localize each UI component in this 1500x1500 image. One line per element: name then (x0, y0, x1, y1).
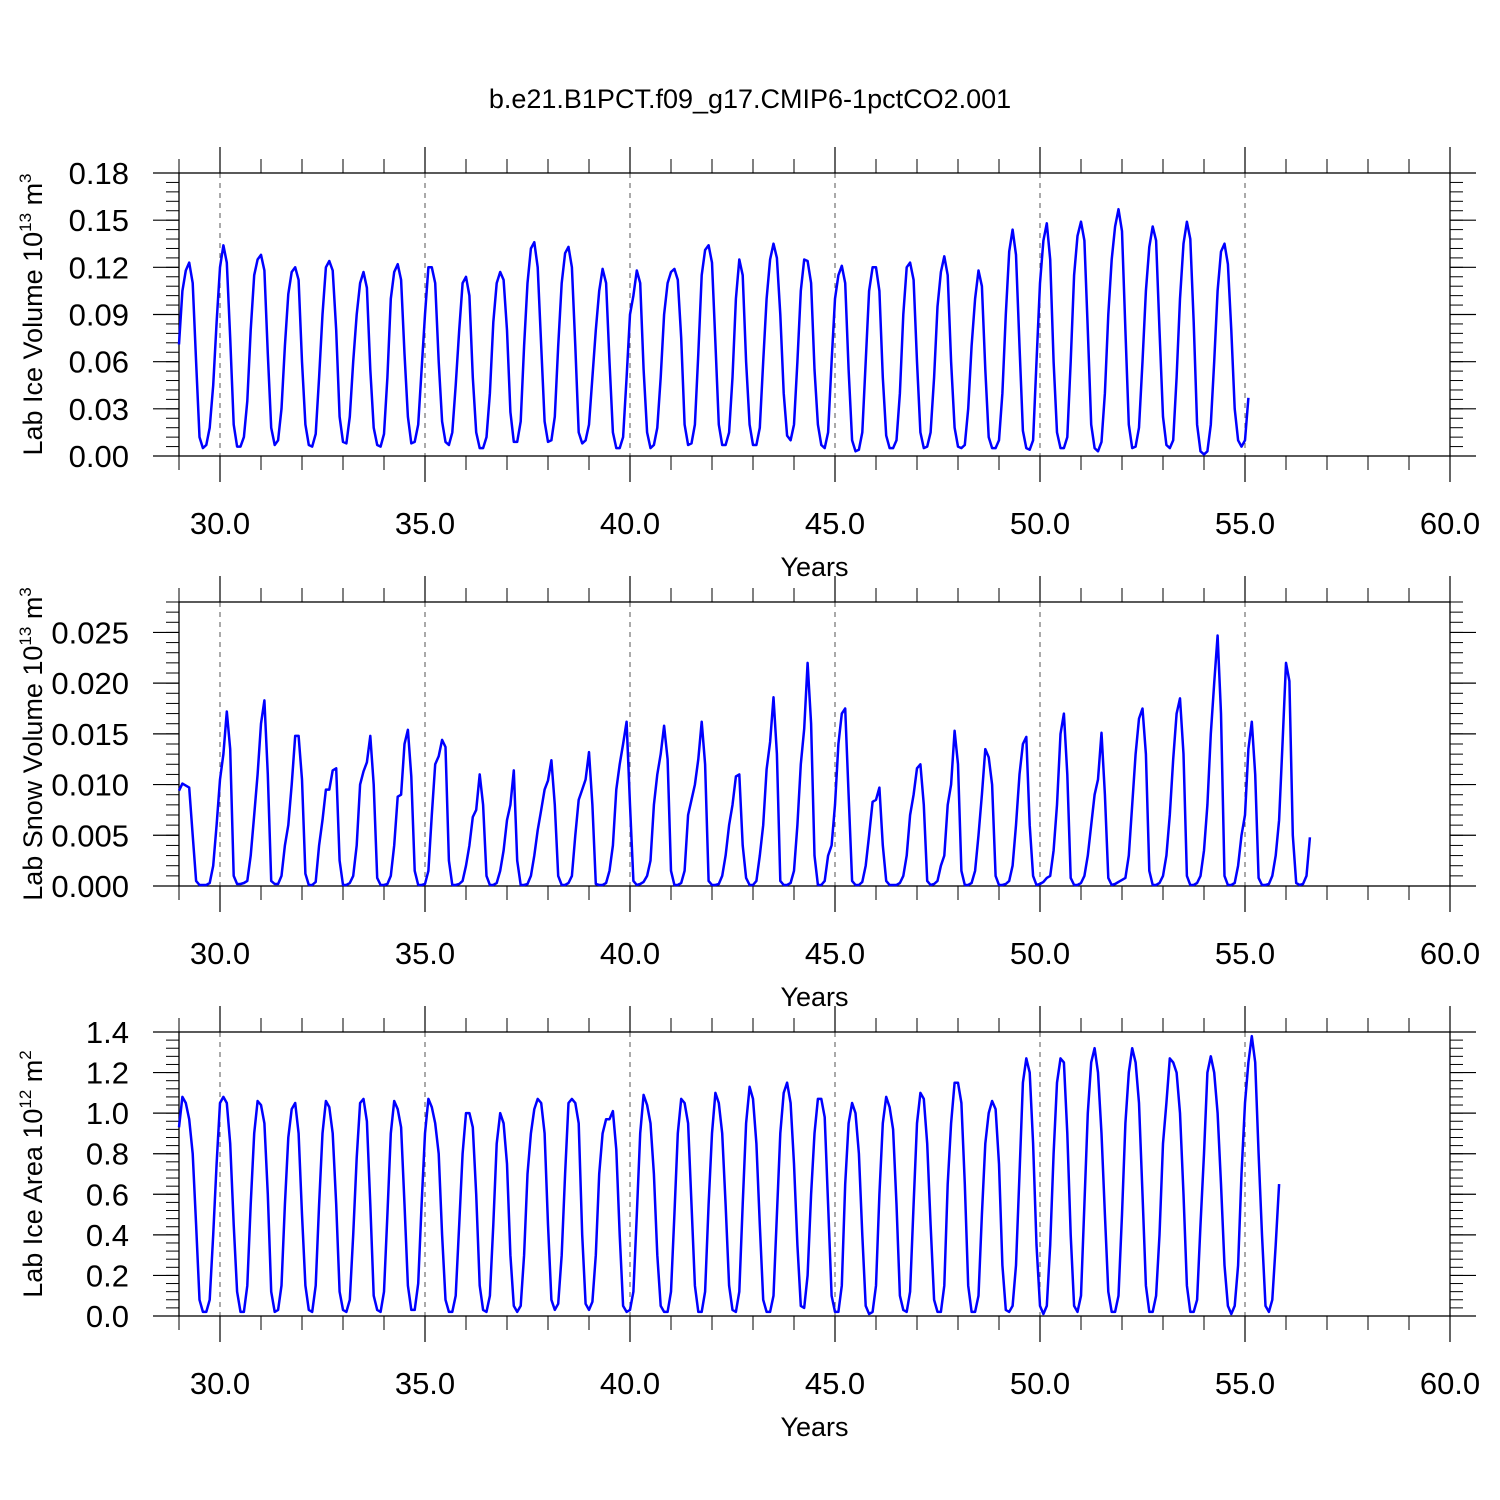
ice-area-y-label-unit: m (18, 1060, 48, 1090)
ice-volume-series-line (177, 207, 1250, 456)
ice-volume-ticks (153, 147, 1476, 482)
ice-area-x-tick-label: 50.0 (1010, 1366, 1070, 1401)
ice-area-x-tick-label: 30.0 (190, 1366, 250, 1401)
ice-area-grid (219, 1032, 1451, 1316)
snow-volume-x-tick-label: 40.0 (600, 936, 660, 971)
ice-area-x-tick-label: 60.0 (1420, 1366, 1480, 1401)
ice-volume-y-axis-label: Lab Ice Volume 1013 m3 (16, 173, 48, 455)
ice-volume-y-tick-label: 0.00 (69, 439, 129, 474)
ice-area-y-tick-label: 1.2 (86, 1056, 129, 1091)
snow-volume-y-tick-label: 0.005 (51, 818, 129, 853)
ice-volume-panel: 30.0 35.0 40.0 45.0 50.0 55.0 60.0 0.000.030.0… (16, 147, 1480, 582)
ice-volume-y-tick-label: 0.03 (69, 392, 129, 427)
snow-volume-y-label-text: Lab Snow Volume 10 (18, 646, 48, 901)
ice-area-y-label-text: Lab Ice Area 10 (18, 1109, 48, 1298)
snow-volume-y-tick-labels: 0.000 0.005 0.010 0.015 0.020 0.025 (51, 615, 129, 904)
ice-volume-x-tick-label: 45.0 (805, 506, 865, 541)
ice-volume-x-tick-label: 50.0 (1010, 506, 1070, 541)
snow-volume-x-tick-label: 35.0 (395, 936, 455, 971)
ice-volume-y-tick-label: 0.09 (69, 298, 129, 333)
ice-area-x-tick-label: 40.0 (600, 1366, 660, 1401)
snow-volume-y-tick-label: 0.000 (51, 869, 129, 904)
snow-volume-x-tick-labels: 30.0 35.0 40.0 45.0 50.0 55.0 60.0 (190, 936, 1480, 971)
ice-area-y-tick-label: 0.0 (86, 1299, 129, 1334)
ice-area-plot-frame (178, 1031, 1451, 1317)
snow-volume-x-tick-label: 45.0 (805, 936, 865, 971)
ice-volume-y-label-text: Lab Ice Volume 10 (18, 232, 48, 456)
ice-area-x-tick-label: 45.0 (805, 1366, 865, 1401)
snow-volume-y-tick-label: 0.010 (51, 768, 129, 803)
snow-volume-panel: 30.0 35.0 40.0 45.0 50.0 55.0 60.0 0.0000.0050… (16, 576, 1480, 1012)
ice-volume-y-tick-label: 0.12 (69, 250, 129, 285)
ice-area-ticks (153, 1006, 1476, 1342)
ice-area-x-axis-label: Years (780, 1412, 848, 1442)
snow-volume-ticks (153, 576, 1476, 912)
ice-area-x-tick-label: 35.0 (395, 1366, 455, 1401)
ice-volume-x-tick-label: 30.0 (190, 506, 250, 541)
snow-volume-y-tick-label: 0.015 (51, 717, 129, 752)
ice-volume-y-tick-label: 0.18 (69, 156, 129, 191)
ice-volume-x-tick-label: 35.0 (395, 506, 455, 541)
ice-area-y-tick-label: 0.2 (86, 1258, 129, 1293)
ice-area-x-tick-labels: 30.0 35.0 40.0 45.0 50.0 55.0 60.0 (190, 1366, 1480, 1401)
ice-volume-y-label-unit-exp: 3 (16, 173, 35, 182)
ice-area-y-tick-label: 1.4 (86, 1015, 129, 1050)
snow-volume-x-tick-label: 60.0 (1420, 936, 1480, 971)
ice-area-y-tick-labels: 0.0 0.2 0.4 0.6 0.8 1.0 1.2 1.4 (86, 1015, 129, 1334)
ice-volume-y-label-unit: m (18, 183, 48, 213)
snow-volume-y-label-exp: 13 (16, 627, 35, 646)
snow-volume-y-label-unit-exp: 3 (16, 587, 35, 596)
ice-area-y-label-unit-exp: 2 (16, 1050, 35, 1059)
ice-volume-x-tick-label: 55.0 (1215, 506, 1275, 541)
ice-volume-x-axis-label: Years (780, 552, 848, 582)
ice-volume-y-tick-label: 0.06 (69, 345, 129, 380)
snow-volume-x-tick-label: 50.0 (1010, 936, 1070, 971)
ice-volume-y-label-exp: 13 (16, 213, 35, 232)
snow-volume-x-tick-label: 30.0 (190, 936, 250, 971)
ice-area-x-tick-label: 55.0 (1215, 1366, 1275, 1401)
ice-volume-x-tick-label: 40.0 (600, 506, 660, 541)
ice-area-y-label-exp: 12 (16, 1090, 35, 1109)
ice-area-panel: 30.0 35.0 40.0 45.0 50.0 55.0 60.0 0.00.20.40.… (16, 1006, 1480, 1442)
snow-volume-y-tick-label: 0.025 (51, 615, 129, 650)
snow-volume-y-axis-label: Lab Snow Volume 1013 m3 (16, 587, 48, 901)
snow-volume-y-tick-label: 0.020 (51, 666, 129, 701)
snow-volume-plot-frame (178, 601, 1451, 887)
snow-volume-series-line (177, 634, 1312, 887)
ice-volume-y-tick-label: 0.15 (69, 203, 129, 238)
ice-volume-x-tick-label: 60.0 (1420, 506, 1480, 541)
ice-area-y-axis-label: Lab Ice Area 1012 m2 (16, 1050, 48, 1298)
ice-volume-x-tick-labels: 30.0 35.0 40.0 45.0 50.0 55.0 60.0 (190, 506, 1480, 541)
ice-volume-y-tick-labels: 0.00 0.03 0.06 0.09 0.12 0.15 0.18 (69, 156, 129, 474)
ice-area-series-line (177, 1034, 1281, 1316)
figure-title: b.e21.B1PCT.f09_g17.CMIP6-1pctCO2.001 (489, 84, 1011, 114)
snow-volume-x-axis-label: Years (780, 982, 848, 1012)
ice-area-y-tick-label: 0.6 (86, 1177, 129, 1212)
snow-volume-x-tick-label: 55.0 (1215, 936, 1275, 971)
snow-volume-y-label-unit: m (18, 597, 48, 627)
ice-area-y-tick-label: 1.0 (86, 1096, 129, 1131)
ice-volume-plot-frame (178, 172, 1451, 457)
ice-area-y-tick-label: 0.8 (86, 1137, 129, 1172)
ice-area-y-tick-label: 0.4 (86, 1218, 129, 1253)
